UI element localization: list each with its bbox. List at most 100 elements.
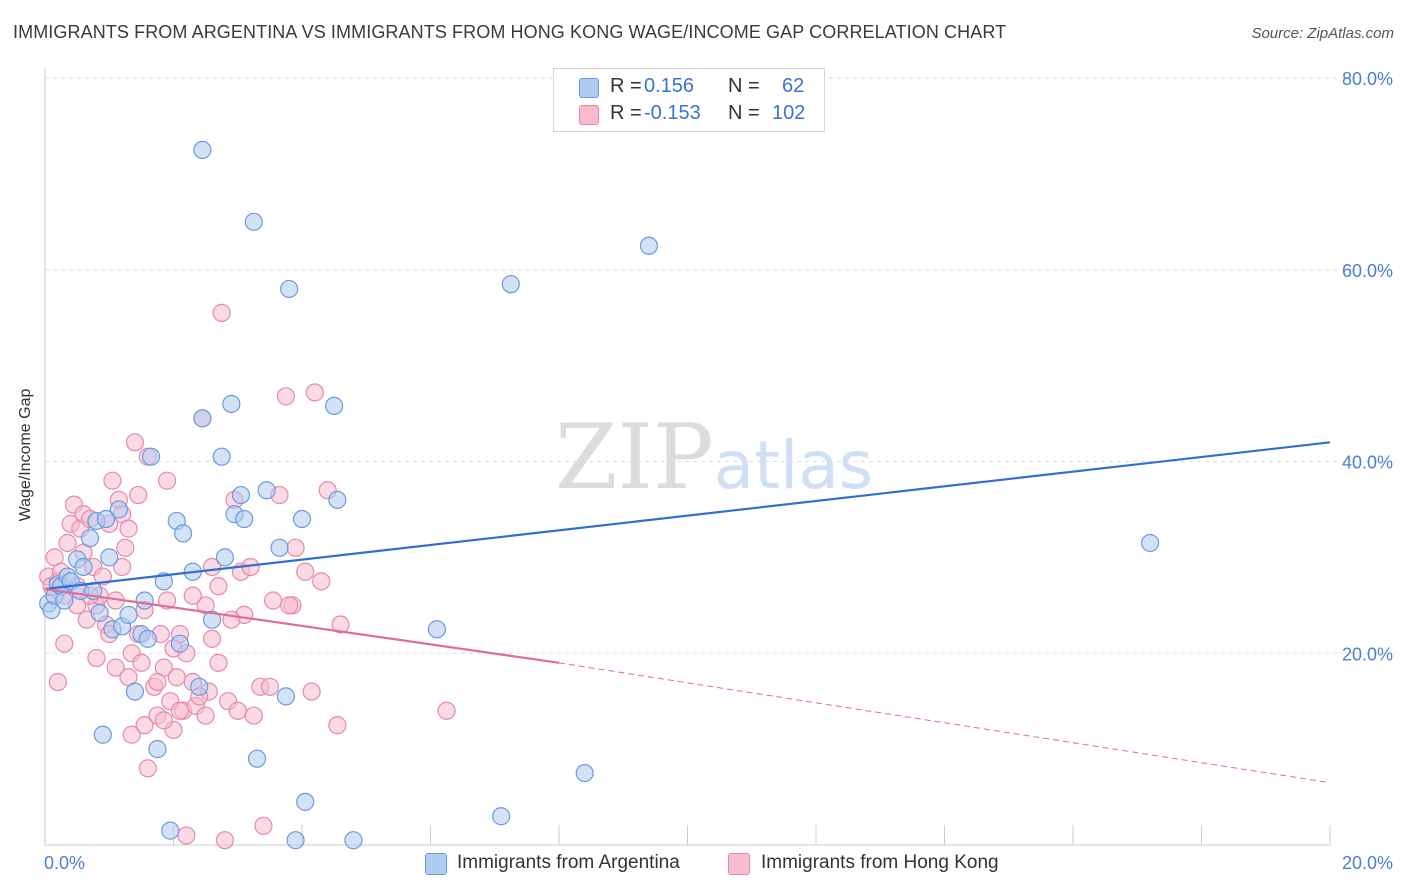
hong-kong-swatch: [579, 105, 599, 125]
argentina-point: [74, 557, 93, 577]
hong-kong-point: [263, 591, 283, 610]
n-value: 62: [782, 75, 805, 97]
argentina-point: [247, 749, 267, 768]
hong-kong-point: [302, 682, 321, 701]
argentina-point: [222, 394, 241, 414]
hong-kong-point: [138, 759, 157, 778]
argentina-point: [1140, 533, 1160, 553]
argentina-point: [212, 447, 231, 466]
argentina-swatch: [579, 78, 599, 98]
hong-kong-point: [286, 538, 305, 557]
n-label: N =: [728, 75, 760, 97]
hong-kong-point: [260, 677, 279, 696]
argentina-point: [280, 279, 299, 299]
argentina-point: [235, 509, 254, 529]
hong-kong-point: [55, 634, 74, 653]
hong-kong-point: [87, 648, 106, 668]
watermark-zip: ZIP: [555, 405, 714, 510]
argentina-point: [80, 529, 100, 548]
argentina-point: [141, 447, 161, 466]
watermark: ZIPatlas: [555, 405, 873, 510]
hong-kong-point: [209, 577, 228, 596]
argentina-point: [193, 409, 212, 428]
argentina-point: [174, 524, 193, 543]
hong-kong-point: [116, 538, 135, 557]
hong-kong-point: [58, 533, 77, 553]
stats-row-argentina: R = 0.156 N = 62: [554, 75, 824, 101]
hong-kong-point: [177, 826, 196, 845]
r-value: 0.156: [644, 75, 695, 97]
legend-swatch-hong-kong: [728, 853, 750, 875]
hong-kong-point: [48, 672, 67, 692]
argentina-point: [193, 140, 212, 160]
hong-kong-point: [112, 557, 132, 577]
argentina-point: [575, 763, 594, 783]
hong-kong-point: [196, 706, 215, 725]
argentina-points: [39, 140, 1160, 850]
y-tick-label: 40.0%: [1342, 453, 1393, 473]
hong-kong-point: [244, 706, 263, 725]
hong-kong-point: [331, 615, 350, 634]
argentina-point: [276, 687, 296, 706]
x-tick-label: 20.0%: [1342, 853, 1393, 873]
hong-kong-point: [125, 433, 145, 452]
hong-kong-point: [157, 591, 177, 610]
hong-kong-trend-extension: [558, 662, 1331, 784]
hong-kong-point: [119, 519, 138, 538]
hong-kong-point: [103, 471, 122, 490]
r-label: R =: [610, 102, 642, 124]
argentina-point: [202, 610, 222, 629]
hong-kong-point: [215, 831, 234, 850]
argentina-point: [244, 212, 263, 231]
argentina-point: [215, 548, 234, 567]
hong-kong-point: [129, 485, 148, 505]
hong-kong-point: [93, 567, 112, 586]
hong-kong-point: [296, 562, 315, 581]
hong-kong-point: [148, 672, 167, 692]
argentina-point: [427, 620, 447, 639]
legend-label-argentina: Immigrants from Argentina: [457, 852, 680, 873]
hong-kong-point: [228, 701, 247, 720]
argentina-point: [138, 629, 157, 648]
y-tick-label: 20.0%: [1342, 644, 1393, 664]
argentina-point: [344, 831, 363, 850]
argentina-point: [296, 792, 315, 811]
hong-kong-point: [135, 716, 154, 735]
hong-kong-point: [222, 610, 241, 629]
argentina-point: [170, 634, 190, 653]
source-label: Source: ZipAtlas.com: [1251, 25, 1394, 42]
argentina-point: [154, 572, 173, 591]
hong-kong-point: [183, 586, 202, 605]
hong-kong-point: [437, 701, 456, 720]
argentina-point: [639, 236, 659, 255]
hong-kong-point: [154, 711, 173, 730]
argentina-point: [492, 807, 511, 826]
argentina-point: [96, 509, 116, 529]
hong-kong-point: [202, 629, 222, 648]
r-value: -0.153: [644, 102, 701, 124]
n-label: N =: [728, 102, 760, 124]
legend-swatch-argentina: [425, 853, 447, 875]
hong-kong-point: [106, 658, 125, 677]
hong-kong-point: [328, 716, 347, 735]
hong-kong-point: [212, 303, 231, 322]
y-tick-label: 60.0%: [1342, 261, 1393, 281]
argentina-point: [231, 485, 251, 505]
stats-box: R = 0.156 N = 62 R = -0.153 N = 102: [553, 68, 825, 132]
hong-kong-point: [122, 725, 141, 744]
argentina-point: [100, 548, 119, 567]
argentina-point: [93, 725, 112, 744]
argentina-point: [55, 591, 74, 610]
hong-kong-point: [276, 387, 296, 406]
trend-lines: [44, 441, 1331, 784]
argentina-trend-line: [44, 441, 1331, 591]
hong-kong-point: [157, 471, 177, 490]
axis-layer: [44, 68, 1331, 846]
argentina-point: [257, 481, 276, 500]
argentina-point: [328, 490, 347, 509]
argentina-point: [135, 591, 154, 610]
argentina-point: [90, 603, 109, 623]
argentina-point: [501, 275, 520, 294]
argentina-point: [148, 740, 167, 759]
